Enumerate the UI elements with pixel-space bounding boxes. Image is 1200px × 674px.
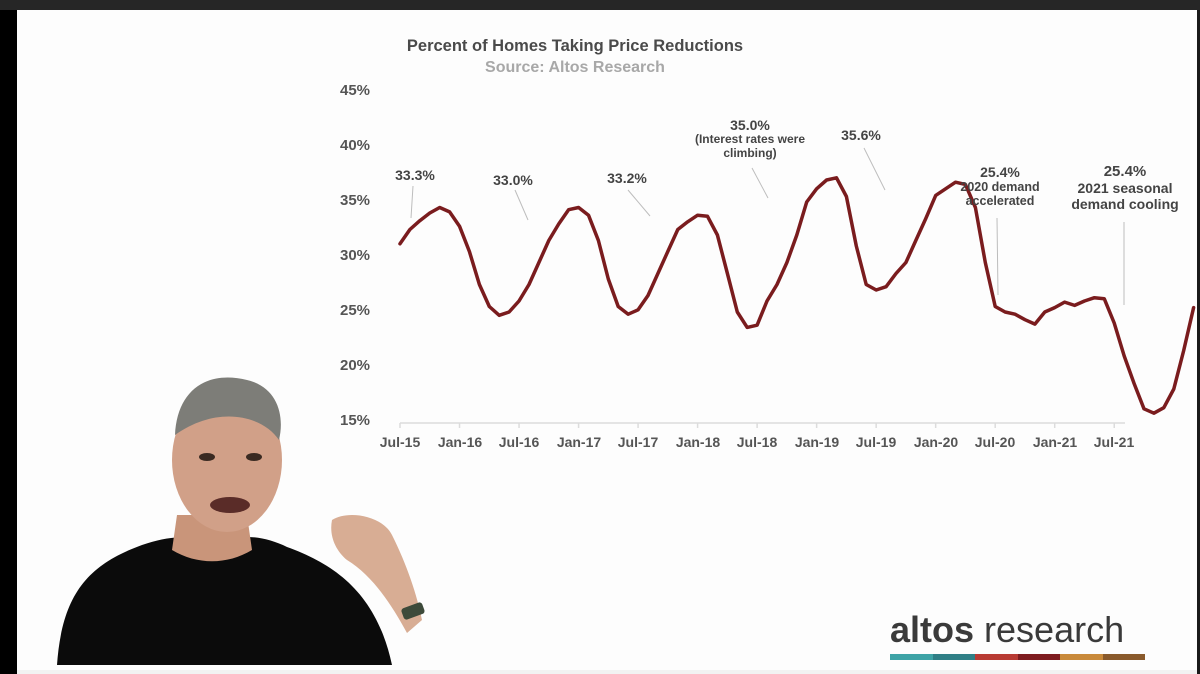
logo-brand-bold: altos — [890, 609, 975, 650]
chart-title: Percent of Homes Taking Price Reductions — [406, 37, 744, 55]
annotation-jul16: 33.0% — [493, 172, 533, 188]
x-tick-label: Jan-18 — [675, 434, 721, 450]
x-tick-label: Jul-15 — [379, 434, 421, 450]
presenter-eye — [246, 453, 262, 461]
annotation-jul19: 35.6% — [841, 127, 881, 143]
annotation-jul20: 25.4% 2020 demand accelerated — [945, 164, 1055, 209]
x-tick-label: Jan-21 — [1032, 434, 1078, 450]
annotation-note: climbing) — [723, 145, 777, 160]
x-tick-label: Jul-21 — [1093, 434, 1135, 450]
x-tick-label: Jul-20 — [974, 434, 1016, 450]
annotation-value: 25.4% — [980, 164, 1020, 180]
x-tick-label: Jan-20 — [913, 434, 959, 450]
logo-stripe-segment — [932, 654, 975, 660]
annotation-jul15: 33.3% — [395, 167, 435, 183]
logo-wordmark: altos research — [890, 612, 1150, 648]
y-tick-label: 30% — [340, 247, 371, 264]
logo-stripe-segment — [975, 654, 1018, 660]
annotation-note: (Interest rates were — [694, 132, 806, 147]
x-tick-label: Jan-19 — [794, 434, 840, 450]
x-tick-label: Jul-17 — [617, 434, 659, 450]
window-right-edge — [1197, 10, 1200, 674]
annotation-value: 35.0% — [730, 117, 770, 133]
annotation-value: 25.4% — [1103, 163, 1147, 180]
altos-research-logo: altos research — [890, 612, 1150, 660]
logo-color-stripe — [890, 654, 1145, 660]
y-tick-label: 15% — [340, 412, 371, 429]
price-reduction-line — [398, 176, 1196, 415]
x-tick-label: Jan-16 — [437, 434, 483, 450]
annotation-jul18: 35.0% (Interest rates were climbing) — [670, 117, 830, 161]
annotation-note: 2021 seasonal — [1077, 180, 1173, 197]
logo-stripe-segment — [1102, 654, 1145, 660]
logo-stripe-segment — [1017, 654, 1060, 660]
y-tick-label: 40% — [340, 137, 371, 154]
x-axis-line — [399, 422, 1125, 428]
presenter-torso — [57, 536, 392, 665]
x-tick-label: Jul-16 — [498, 434, 540, 450]
annotation-jul21: 25.4% 2021 seasonal demand cooling — [1060, 163, 1190, 212]
logo-brand-light: research — [984, 609, 1125, 650]
logo-stripe-segment — [890, 654, 933, 660]
x-tick-label: Jul-18 — [736, 434, 778, 450]
logo-stripe-segment — [1060, 654, 1103, 660]
presenter-eye — [199, 453, 215, 461]
y-tick-label: 25% — [340, 302, 371, 319]
annotation-note: demand cooling — [1071, 196, 1179, 213]
window-bottom-edge — [17, 670, 1197, 674]
presenter-hair — [175, 377, 281, 440]
x-tick-label: Jan-17 — [556, 434, 602, 450]
presenter-head — [172, 388, 282, 532]
annotation-jul17: 33.2% — [607, 170, 647, 186]
presenter-hand — [331, 515, 422, 633]
y-tick-label: 45% — [340, 82, 371, 99]
annotation-note: 2020 demand — [960, 180, 1040, 195]
annotation-note: accelerated — [965, 194, 1035, 209]
presenter-watch — [401, 602, 425, 620]
annotation-leader-lines — [410, 147, 1125, 305]
y-tick-label: 35% — [340, 192, 371, 209]
presenter-video-overlay — [57, 377, 425, 665]
x-tick-label: Jul-19 — [855, 434, 897, 450]
window-left-bar — [0, 10, 17, 674]
chart-subtitle: Source: Altos Research — [485, 59, 665, 76]
presenter-mouth — [210, 497, 250, 513]
window-top-bar — [0, 0, 1200, 10]
y-tick-label: 20% — [340, 357, 371, 374]
